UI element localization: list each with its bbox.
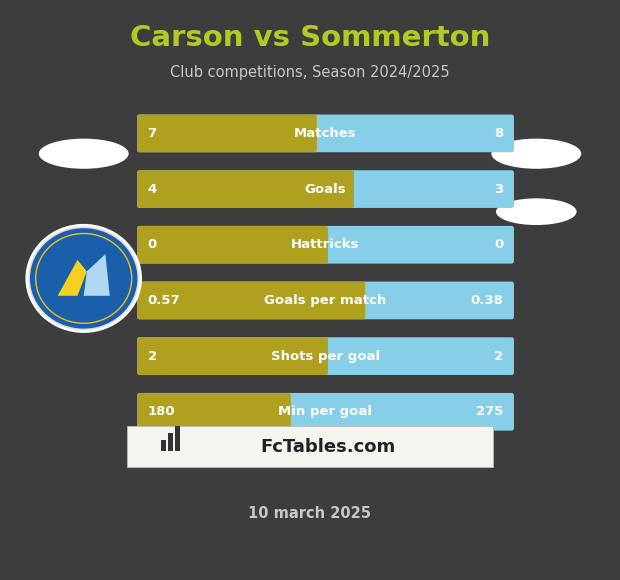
Text: 2: 2 <box>494 350 503 362</box>
Text: Carson vs Sommerton: Carson vs Sommerton <box>130 24 490 52</box>
Ellipse shape <box>491 139 582 169</box>
FancyBboxPatch shape <box>175 426 180 451</box>
Circle shape <box>29 227 138 329</box>
Text: 10 march 2025: 10 march 2025 <box>249 506 371 521</box>
Text: Club competitions, Season 2024/2025: Club competitions, Season 2024/2025 <box>170 65 450 80</box>
Text: Goals: Goals <box>304 183 347 195</box>
FancyBboxPatch shape <box>168 433 173 451</box>
Text: 7: 7 <box>148 127 157 140</box>
Text: 0: 0 <box>494 238 503 251</box>
Ellipse shape <box>39 139 129 169</box>
Text: FcTables.com: FcTables.com <box>260 437 396 456</box>
FancyBboxPatch shape <box>127 426 493 467</box>
Text: Matches: Matches <box>294 127 357 140</box>
FancyBboxPatch shape <box>137 170 514 208</box>
Text: Shots per goal: Shots per goal <box>271 350 380 362</box>
Text: Hattricks: Hattricks <box>291 238 360 251</box>
Circle shape <box>25 224 142 333</box>
Text: 4: 4 <box>148 183 157 195</box>
FancyBboxPatch shape <box>137 338 328 375</box>
Text: 0: 0 <box>148 238 157 251</box>
Polygon shape <box>58 260 87 296</box>
FancyBboxPatch shape <box>137 282 365 319</box>
FancyBboxPatch shape <box>137 393 514 430</box>
Text: Min per goal: Min per goal <box>278 405 373 418</box>
FancyBboxPatch shape <box>137 226 328 263</box>
Text: 2: 2 <box>148 350 157 362</box>
FancyBboxPatch shape <box>137 115 317 152</box>
Text: Goals per match: Goals per match <box>264 294 387 307</box>
FancyBboxPatch shape <box>161 440 166 451</box>
Text: 180: 180 <box>148 405 175 418</box>
Text: 275: 275 <box>476 405 503 418</box>
Text: 0.38: 0.38 <box>471 294 503 307</box>
FancyBboxPatch shape <box>137 170 354 208</box>
FancyBboxPatch shape <box>137 115 514 152</box>
FancyBboxPatch shape <box>137 338 514 375</box>
Polygon shape <box>84 254 110 296</box>
FancyBboxPatch shape <box>137 393 291 430</box>
Ellipse shape <box>496 198 577 225</box>
FancyBboxPatch shape <box>137 282 514 319</box>
Text: 0.57: 0.57 <box>148 294 180 307</box>
Text: 3: 3 <box>494 183 503 195</box>
FancyBboxPatch shape <box>137 226 514 263</box>
Text: 8: 8 <box>494 127 503 140</box>
